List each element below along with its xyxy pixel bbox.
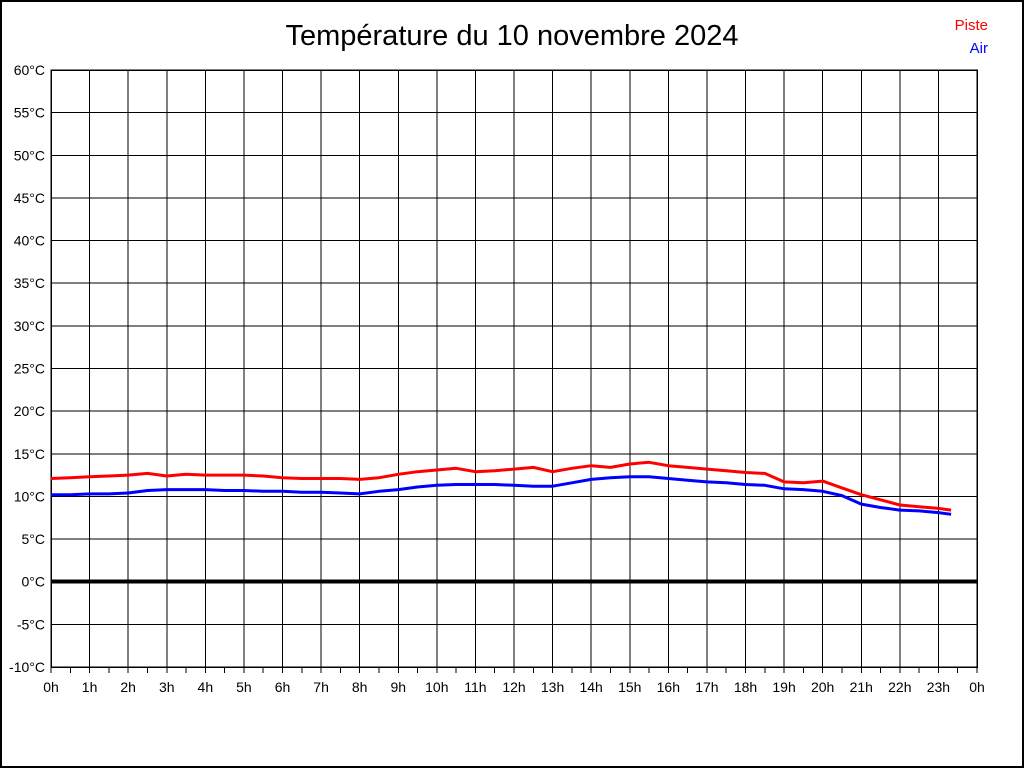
x-tick-label: 7h bbox=[313, 679, 329, 695]
x-tick-label: 2h bbox=[120, 679, 136, 695]
x-tick-label: 13h bbox=[541, 679, 564, 695]
x-tick-label: 18h bbox=[734, 679, 757, 695]
x-tick-label: 21h bbox=[850, 679, 873, 695]
x-tick-label: 17h bbox=[695, 679, 718, 695]
x-tick-label: 5h bbox=[236, 679, 252, 695]
x-tick-label: 0h bbox=[43, 679, 59, 695]
chart-title: Température du 10 novembre 2024 bbox=[285, 20, 739, 52]
chart-legend: Piste Air bbox=[955, 14, 988, 60]
x-tick-label: 6h bbox=[275, 679, 291, 695]
y-tick-label: 20°C bbox=[14, 403, 45, 419]
y-tick-label: 30°C bbox=[14, 318, 45, 334]
x-tick-label: 3h bbox=[159, 679, 175, 695]
x-tick-label: 11h bbox=[464, 679, 486, 695]
y-tick-label: -10°C bbox=[9, 659, 45, 675]
y-tick-label: 35°C bbox=[14, 275, 45, 291]
x-tick-label: 4h bbox=[198, 679, 214, 695]
y-tick-label: -5°C bbox=[17, 616, 45, 632]
y-tick-label: 0°C bbox=[22, 574, 46, 590]
x-tick-label: 1h bbox=[82, 679, 98, 695]
x-tick-label: 9h bbox=[390, 679, 406, 695]
piste-line bbox=[50, 460, 952, 512]
legend-item-piste: Piste bbox=[954, 17, 988, 34]
x-tick-label: 14h bbox=[579, 679, 602, 695]
y-tick-label: 15°C bbox=[14, 446, 45, 462]
x-tick-label: 20h bbox=[811, 679, 834, 695]
y-tick-label: 60°C bbox=[14, 62, 45, 78]
x-tick-label: 0h bbox=[969, 679, 985, 695]
x-tick-label: 19h bbox=[772, 679, 795, 695]
y-tick-label: 10°C bbox=[14, 488, 45, 504]
x-tick-label: 8h bbox=[352, 679, 368, 695]
legend-item-air: Air bbox=[969, 40, 988, 57]
x-tick-label: 22h bbox=[888, 679, 911, 695]
y-tick-label: 50°C bbox=[14, 147, 45, 163]
x-tick-label: 10h bbox=[425, 679, 448, 695]
x-tick-label: 12h bbox=[502, 679, 525, 695]
plot-frame bbox=[50, 69, 978, 668]
y-tick-label: 40°C bbox=[14, 233, 45, 249]
y-tick-label: 5°C bbox=[22, 531, 46, 547]
x-tick-label: 23h bbox=[927, 679, 950, 695]
y-tick-label: 25°C bbox=[14, 361, 45, 377]
x-tick-label: 15h bbox=[618, 679, 641, 695]
y-tick-label: 45°C bbox=[14, 190, 45, 206]
y-tick-label: 55°C bbox=[14, 105, 45, 121]
x-tick-label: 16h bbox=[657, 679, 680, 695]
air-line bbox=[51, 475, 952, 516]
